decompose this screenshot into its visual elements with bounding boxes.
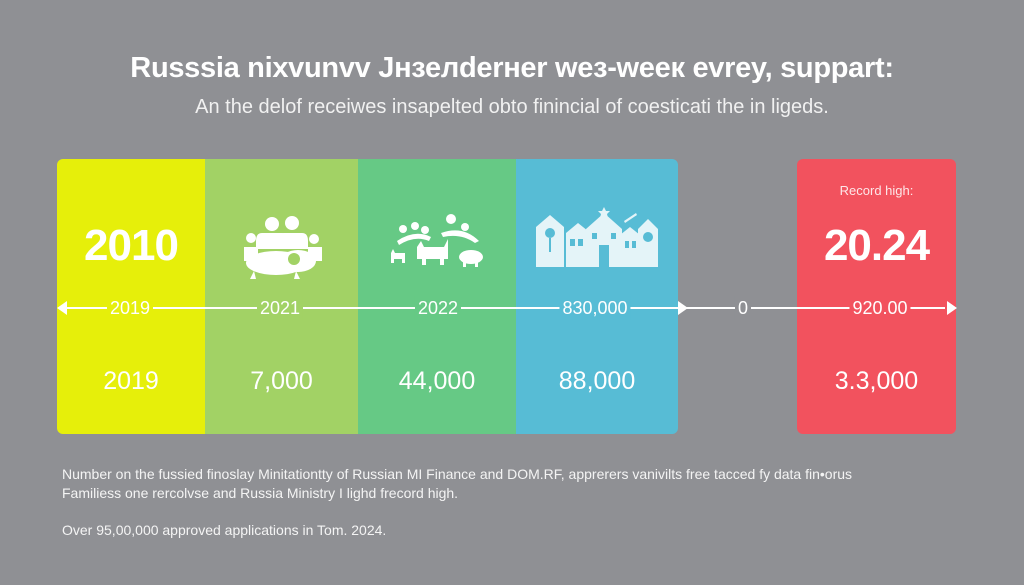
timeline-line <box>65 307 945 309</box>
infographic-subtitle: An the delof receiwes insapelted obto fi… <box>195 96 829 118</box>
footnotes: Number on the fussied finoslay Minitatio… <box>62 465 962 540</box>
footnote-line: Familiess one rercolvse and Russia Minis… <box>62 485 459 501</box>
panel-bottom-value: 44,000 <box>398 367 476 395</box>
timeline-label: 2019 <box>106 296 154 320</box>
timeline-axis: 2019 2021 2022 830,000 0 920.00 <box>57 296 957 320</box>
timeline-label: 920.00 <box>849 296 911 320</box>
houses-icon <box>536 207 658 267</box>
timeline-label: 0 <box>734 296 752 320</box>
panel-yellow: 2010 2019 <box>57 159 205 434</box>
arrow-left-icon <box>57 301 67 315</box>
record-bottom-value: 3.3,000 <box>834 367 919 395</box>
panel-bottom-value: 88,000 <box>558 367 636 395</box>
record-high-label: Record high: <box>839 183 914 198</box>
footnote-summary: Over 95,00,000 approved applications in … <box>62 522 387 538</box>
panel-headline-year: 2010 <box>84 221 179 270</box>
footnote-line: Number on the fussied finoslay Minitatio… <box>62 466 853 482</box>
infographic-title: Russsia nixvunvv Jнзелderнer weɜ-weeк ev… <box>130 52 894 84</box>
arrow-right-icon <box>678 301 688 315</box>
arrow-right-icon <box>947 301 957 315</box>
families-with-pets-icon <box>391 214 483 267</box>
panel-light-green: 7,000 <box>205 159 358 434</box>
timeline-label: 2021 <box>256 296 304 320</box>
record-high-value: 20.24 <box>823 221 930 270</box>
timeline-label: 830,000 <box>559 296 631 320</box>
panel-bottom-value: 2019 <box>103 367 159 395</box>
timeline-label: 2022 <box>414 296 462 320</box>
panel-bottom-value: 7,000 <box>250 367 313 395</box>
family-group-icon <box>243 216 322 279</box>
